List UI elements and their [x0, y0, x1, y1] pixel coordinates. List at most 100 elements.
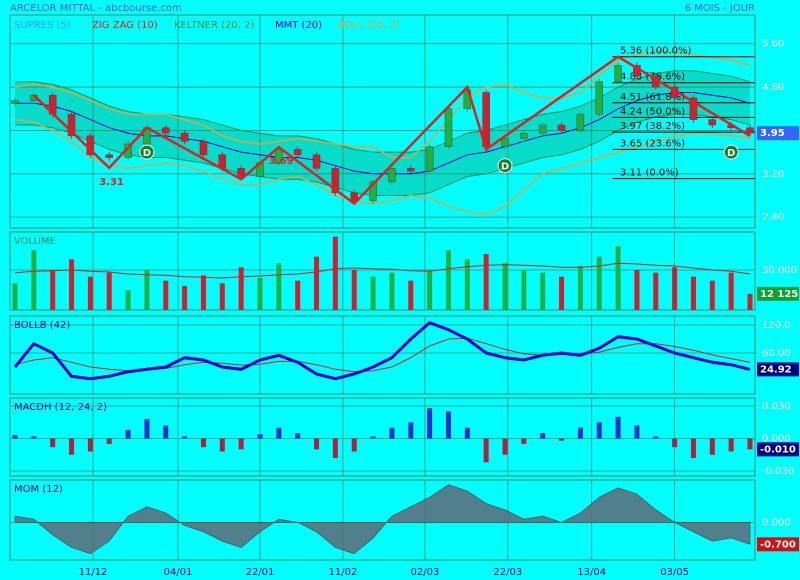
candle-body: [689, 97, 698, 120]
x-tick-label: 04/01: [164, 567, 193, 578]
macd-bar: [50, 438, 56, 448]
last-value-label: 24.92: [760, 364, 792, 375]
candle-body: [425, 146, 434, 172]
volume-bar: [521, 270, 527, 310]
last-value-box: [757, 537, 799, 552]
volume-bar: [427, 270, 433, 310]
last-value-box: [757, 362, 799, 377]
volume-bar: [31, 250, 37, 310]
candle-body: [501, 138, 509, 147]
macd-bar: [728, 438, 734, 452]
volume-bar: [106, 272, 112, 310]
candle-body: [293, 149, 302, 156]
candle-body: [708, 119, 717, 126]
macd-bar: [690, 438, 696, 459]
volume-bar: [596, 256, 602, 310]
volume-bar: [502, 263, 508, 310]
y-tick-label: 5.60: [762, 39, 784, 50]
signal-line: [14, 337, 751, 373]
volume-bar: [747, 293, 753, 310]
x-tick-label: 03/05: [660, 567, 689, 578]
panel-frame: [9, 315, 756, 395]
keltner-band: [15, 70, 750, 196]
zigzag-label: 3.69: [269, 156, 294, 167]
macd-bar: [634, 425, 640, 439]
volume-bar: [200, 275, 206, 310]
macd-bar: [521, 438, 527, 444]
legend-entry: ZIG ZAG (10): [92, 20, 158, 31]
candle-body: [595, 81, 603, 115]
x-tick-label: 13/04: [577, 567, 606, 578]
legend-entry: SUPRES (5): [14, 20, 71, 31]
macd-bar: [257, 434, 263, 439]
volume-bar: [314, 256, 320, 310]
volume-bar: [577, 266, 583, 310]
candle-body: [180, 132, 189, 142]
panel-title: MOM (12): [14, 484, 63, 495]
zigzag-line: [32, 55, 751, 206]
keltner-lower: [15, 113, 751, 196]
signal-label: D: [727, 148, 735, 159]
macd-bar: [87, 438, 93, 452]
y-tick-label: 0.030: [762, 401, 791, 412]
panel-frame: [9, 231, 756, 311]
macd-bar: [295, 433, 301, 439]
last-value-label: -0.010: [760, 444, 796, 455]
volume-bar: [144, 270, 150, 310]
volume-bar: [464, 259, 470, 310]
candle-body: [520, 132, 528, 139]
candle-body: [199, 141, 208, 156]
macd-bar: [12, 435, 18, 439]
macd-bar: [69, 438, 75, 455]
macd-bar: [464, 427, 470, 439]
volume-bar: [389, 272, 395, 310]
last-value-box: [757, 442, 799, 457]
signal-label: D: [143, 148, 151, 159]
x-tick-label: 02/03: [410, 567, 439, 578]
macd-bar: [653, 436, 659, 439]
legend-entry: KELTNER (20, 2): [174, 20, 254, 31]
last-value-box: [757, 126, 799, 141]
candle-body: [557, 124, 566, 131]
macd-bar: [559, 438, 565, 441]
candle-body: [237, 168, 245, 177]
macd-bar: [672, 438, 678, 448]
volume-bar: [728, 272, 734, 310]
zigzag-label: 3.31: [99, 177, 124, 188]
bollb-line: [13, 320, 751, 381]
candle-body: [746, 127, 754, 134]
macd-bar: [125, 429, 131, 439]
candle-body: [350, 192, 358, 202]
macd-bar: [219, 438, 225, 452]
volume-bar: [219, 283, 225, 310]
x-tick-label: 22/03: [493, 567, 522, 578]
candle-body: [614, 65, 622, 82]
y-tick-label: 60.00: [762, 348, 791, 359]
volume-bar: [276, 263, 282, 310]
macd-bar: [200, 438, 206, 448]
macd-bar: [351, 438, 357, 452]
y-tick-label: 4.80: [762, 82, 784, 93]
candle-body: [162, 127, 170, 134]
volume-bar: [672, 267, 678, 310]
candle-body: [312, 154, 321, 169]
macd-bar: [427, 408, 433, 439]
volume-bar: [370, 276, 376, 310]
signal-marker: [139, 144, 155, 160]
macd-bar: [389, 427, 395, 439]
volume-bar: [615, 246, 621, 310]
y-tick-label: -0.030: [762, 466, 794, 477]
y-tick-label: 30 000: [762, 265, 797, 276]
last-value-label: 12 125: [760, 289, 798, 300]
last-value-label: 3.95: [760, 128, 785, 139]
macd-bar: [709, 438, 715, 455]
panel-title: BOLLB (42): [14, 320, 70, 331]
volume-bar: [125, 290, 131, 310]
last-value-label: -0.700: [760, 539, 796, 550]
candle-body: [11, 100, 19, 104]
volume-bar: [709, 280, 715, 310]
y-tick-label: 0.000: [762, 517, 791, 528]
legend-entry: MMT (20): [275, 20, 322, 31]
volume-ma: [14, 262, 751, 279]
